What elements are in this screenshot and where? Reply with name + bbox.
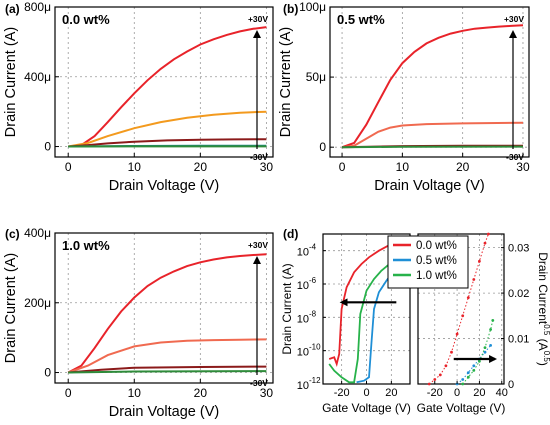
- y-tick-label: 100μ: [299, 0, 326, 14]
- gate-top-label: +30V: [248, 240, 268, 250]
- series-line: [328, 238, 405, 368]
- panel-label: (a): [5, 2, 20, 16]
- gate-bottom-label: -30V: [250, 378, 268, 388]
- y-tick-label: 10: [297, 347, 309, 359]
- gate-top-label: +30V: [504, 14, 524, 24]
- y-tick-exponent: -4: [309, 243, 317, 252]
- y-tick-label: 0.02: [508, 288, 529, 300]
- gate-bottom-label: -30V: [250, 152, 268, 162]
- y-axis-label-part: 0.5: [542, 324, 550, 336]
- panel-label: (b): [283, 2, 298, 16]
- series-line: [328, 250, 405, 384]
- y-tick-label: 10: [297, 380, 309, 392]
- y-tick-label: 10: [297, 280, 309, 292]
- series-line: [456, 345, 491, 385]
- x-tick-label: 0: [454, 387, 460, 399]
- x-axis-label: Drain Voltage (V): [109, 404, 219, 420]
- data-point: [487, 232, 490, 236]
- x-tick-label: 10: [396, 160, 410, 174]
- panel-label: (d): [283, 227, 298, 241]
- series-line: [341, 24, 524, 149]
- x-tick-label: 30: [260, 386, 274, 400]
- plot-frame: [54, 6, 274, 158]
- y-tick-exponent: -6: [309, 276, 317, 285]
- series-line: [67, 253, 267, 374]
- plot-frame: [54, 232, 274, 384]
- x-tick-label: 30: [516, 160, 530, 174]
- y-tick-label: 10: [297, 313, 309, 325]
- y-tick-label: 0.03: [508, 243, 529, 255]
- y-tick-label: 0.01: [508, 334, 529, 346]
- x-tick-label: 0: [65, 386, 72, 400]
- y-axis-label-part: ): [536, 362, 550, 366]
- plot-frame: [329, 6, 530, 158]
- x-axis-label: Drain Voltage (V): [374, 178, 484, 194]
- gate-top-label: +30V: [248, 14, 268, 24]
- y-axis-label-part: (A: [536, 335, 550, 350]
- y-tick-label: 200μ: [24, 296, 51, 310]
- y-tick-label: 0: [319, 140, 326, 154]
- legend-label: 0.5 wt%: [416, 255, 457, 267]
- y-axis-label-right: Drain Current0.5 (A0.5): [536, 252, 550, 366]
- legend-label: 1.0 wt%: [416, 270, 457, 282]
- legend-label: 0.0 wt%: [416, 240, 457, 252]
- composition-annotation: 0.0 wt%: [62, 12, 110, 27]
- series-line: [68, 110, 267, 148]
- x-tick-label: -20: [334, 387, 350, 399]
- composition-annotation: 0.5 wt%: [337, 12, 385, 27]
- x-tick-label: 0: [363, 387, 369, 399]
- x-tick-label: -20: [427, 387, 443, 399]
- series-line: [342, 145, 524, 149]
- x-tick-label: 0: [65, 160, 72, 174]
- series-line: [68, 365, 267, 374]
- x-axis-label: Gate Voltage (V): [417, 401, 506, 415]
- y-tick-label: 0: [44, 140, 51, 154]
- series-line: [462, 320, 494, 385]
- series-line: [67, 338, 267, 374]
- x-tick-label: 10: [128, 386, 142, 400]
- x-tick-label: 20: [385, 387, 397, 399]
- y-tick-exponent: -8: [309, 309, 317, 318]
- gate-bottom-label: -30V: [506, 152, 524, 162]
- x-axis-label: Gate Voltage (V): [322, 401, 411, 415]
- y-axis-label: Drain Current (A): [3, 253, 19, 363]
- y-axis-label: Drain Current (A): [278, 27, 294, 137]
- x-tick-label: 20: [194, 160, 208, 174]
- y-tick-label: 400μ: [24, 70, 51, 84]
- panel-label: (c): [5, 227, 20, 241]
- y-axis-label-part: Drain Current: [536, 252, 550, 325]
- y-tick-label: 800μ: [24, 0, 51, 14]
- x-axis-label: Drain Voltage (V): [109, 178, 219, 194]
- y-tick-exponent: -12: [309, 376, 321, 385]
- series-line: [68, 26, 267, 148]
- series-line: [68, 138, 267, 148]
- y-tick-label: 0: [44, 366, 51, 380]
- series-line: [341, 121, 524, 149]
- y-tick-label: 0: [508, 379, 514, 391]
- x-tick-label: 10: [128, 160, 142, 174]
- x-tick-label: 20: [456, 160, 470, 174]
- y-axis-label-part: 0.5: [542, 351, 550, 363]
- composition-annotation: 1.0 wt%: [62, 238, 110, 253]
- series-line: [68, 370, 267, 374]
- x-tick-label: 20: [194, 386, 208, 400]
- x-tick-label: 30: [260, 160, 274, 174]
- y-tick-exponent: -10: [309, 343, 321, 352]
- y-tick-label: 50μ: [306, 70, 326, 84]
- y-axis-label: Drain Current (A): [280, 263, 294, 354]
- x-tick-label: 0: [339, 160, 346, 174]
- y-axis-label: Drain Current (A): [3, 27, 19, 137]
- plot-frame: [417, 233, 505, 385]
- x-tick-label: 40: [496, 387, 508, 399]
- data-point: [489, 328, 492, 331]
- y-tick-label: 10: [297, 247, 309, 259]
- x-tick-label: 20: [473, 387, 485, 399]
- y-tick-label: 400μ: [24, 226, 51, 240]
